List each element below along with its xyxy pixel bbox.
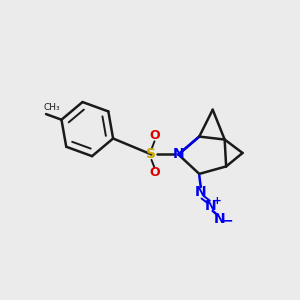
Text: N: N <box>214 212 225 226</box>
Text: O: O <box>149 130 160 142</box>
Text: CH₃: CH₃ <box>44 103 60 112</box>
Text: O: O <box>149 167 160 179</box>
Text: N: N <box>195 185 207 200</box>
Text: S: S <box>146 148 157 161</box>
Text: N: N <box>205 199 216 213</box>
Text: N: N <box>172 148 184 161</box>
Text: +: + <box>213 196 222 206</box>
Text: −: − <box>221 214 233 228</box>
